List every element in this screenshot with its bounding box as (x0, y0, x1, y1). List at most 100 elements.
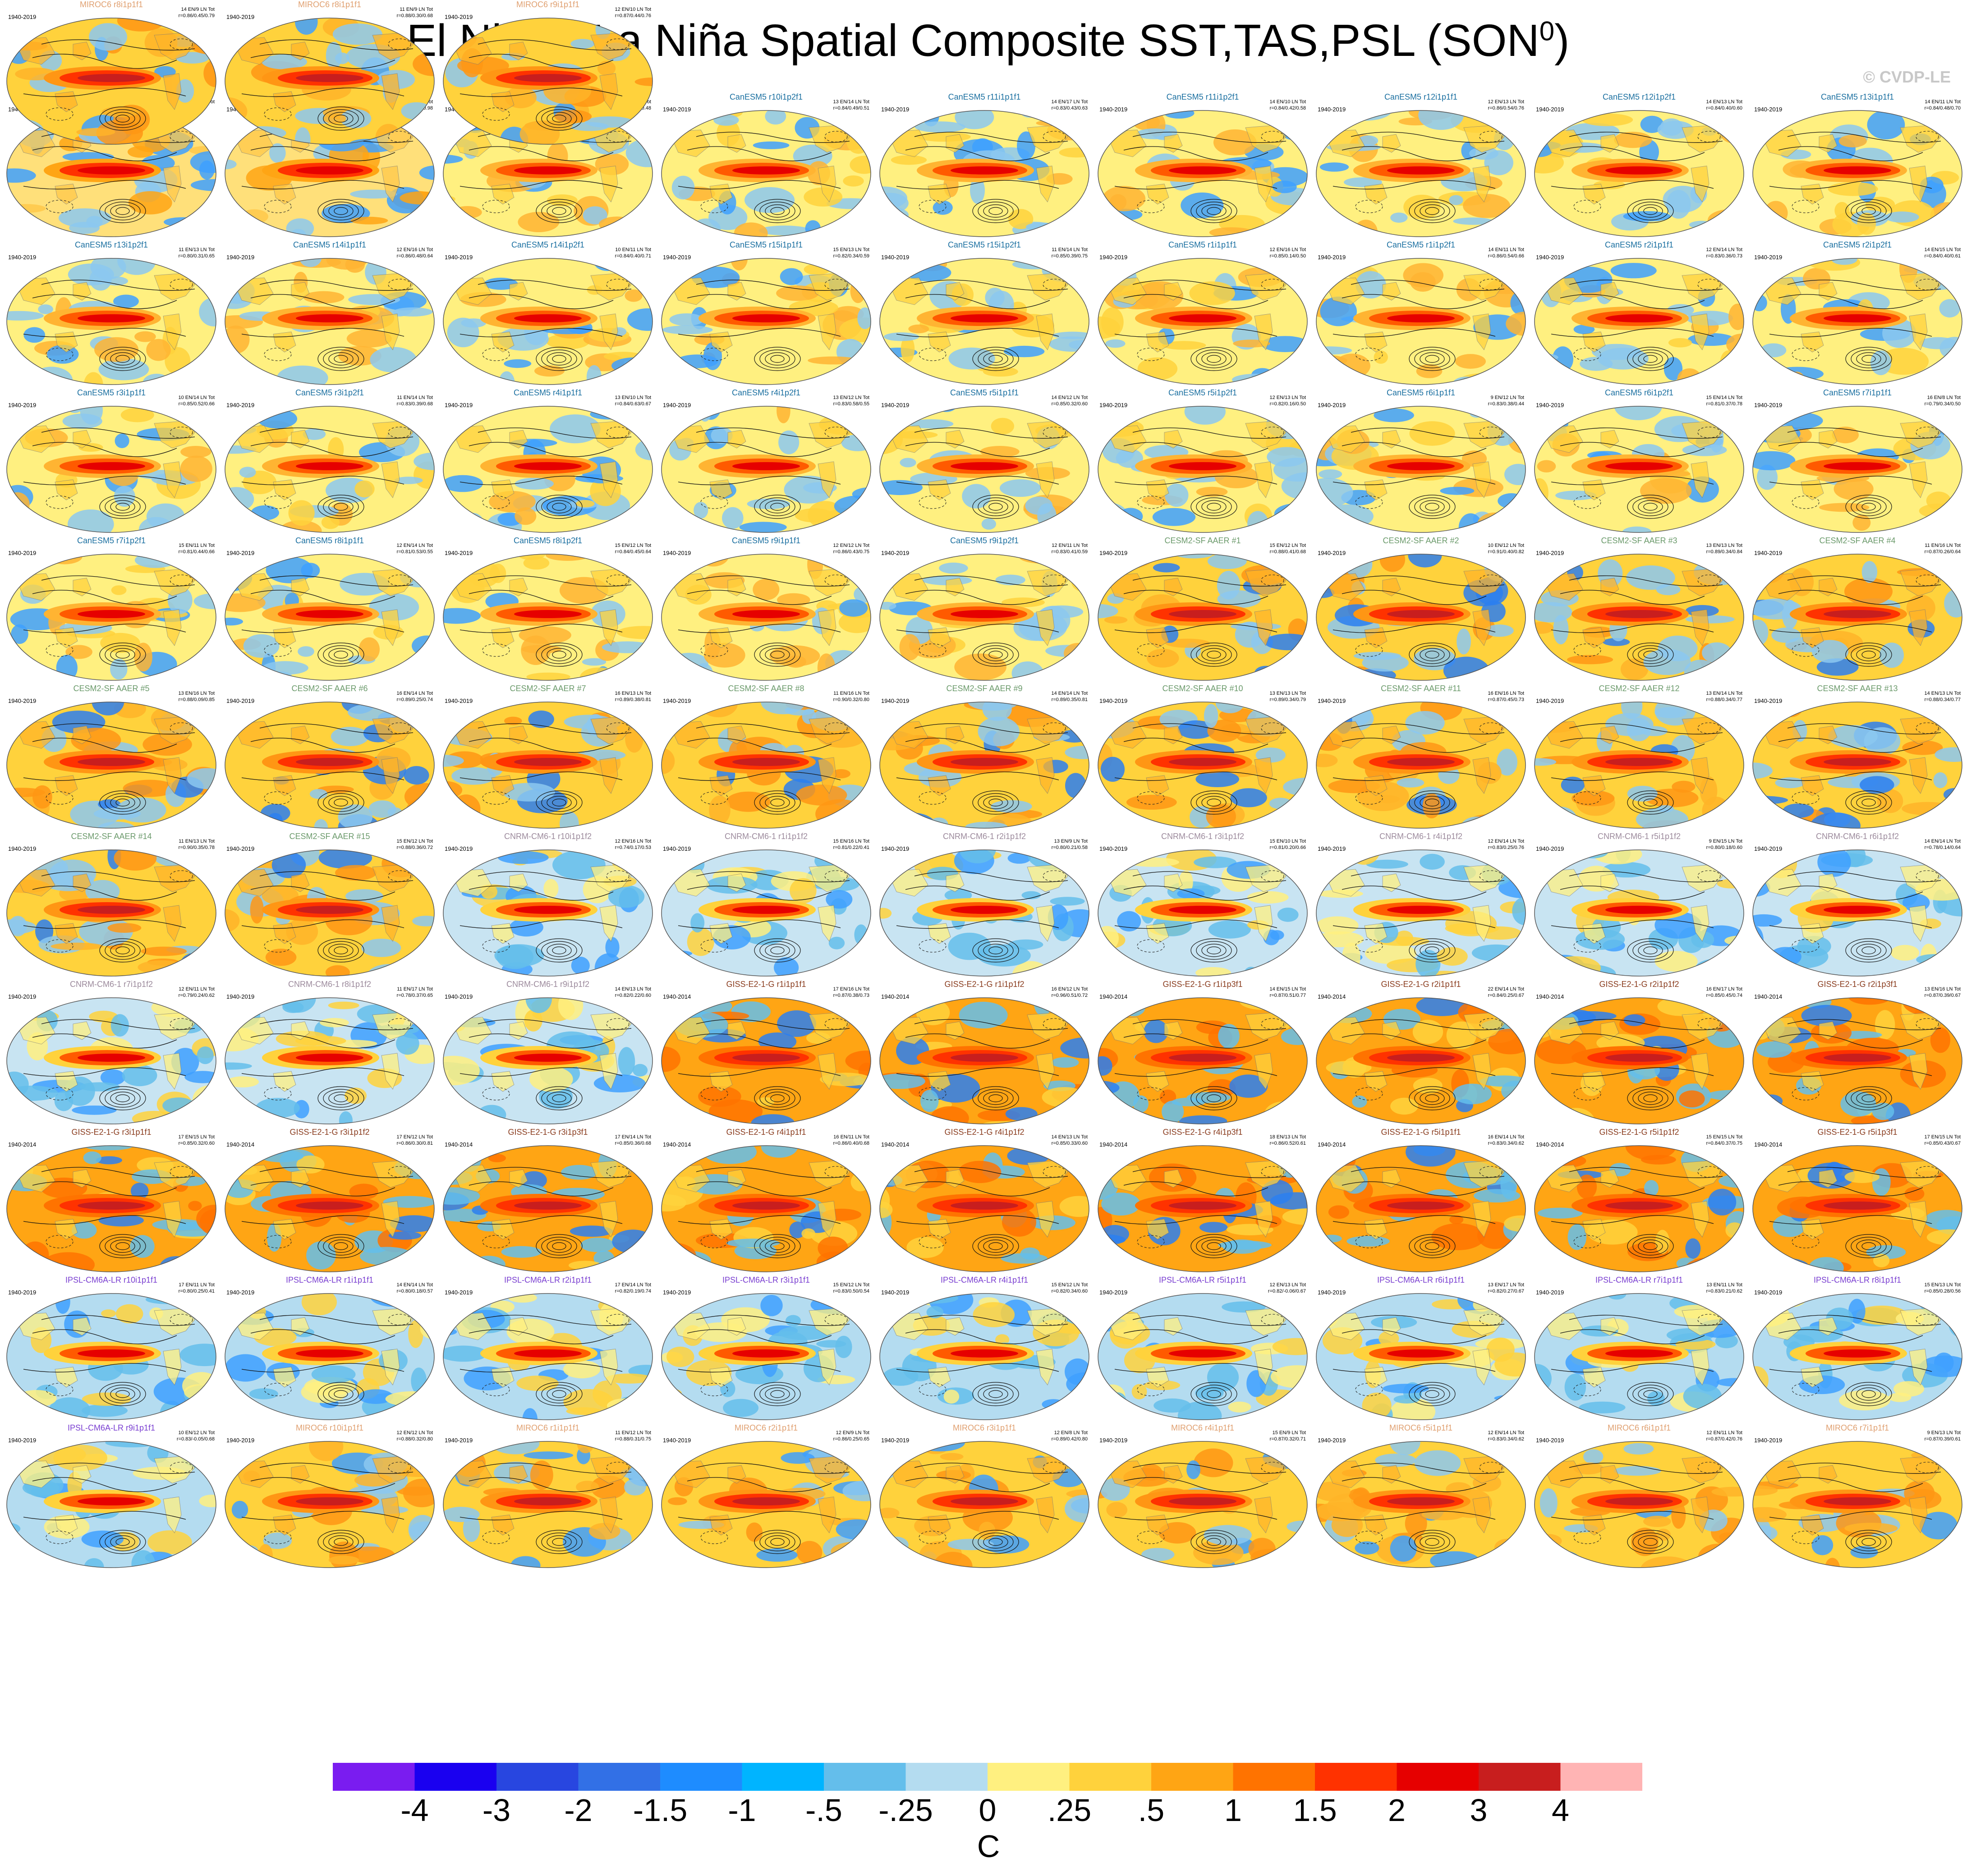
composite-map (661, 997, 871, 1124)
map-panel: IPSL-CM6A-LR r2i1p1f1 1940-2019 17 EN/14 L… (442, 1275, 654, 1422)
panel-years: 1940-2014 (1536, 993, 1564, 1000)
panel-title: MIROC6 r2i1p1f1 (734, 1423, 798, 1432)
panel-title: CNRM-CM6-1 r5i1p1f2 (1597, 832, 1681, 841)
panel-title: CanESM5 r3i1p2f1 (295, 388, 364, 397)
composite-map (1316, 702, 1526, 829)
map-panel: IPSL-CM6A-LR r1i1p1f1 1940-2019 14 EN/14 L… (224, 1275, 436, 1422)
map-panel: CESM2-SF AAER #12 1940-2019 13 EN/14 LN To… (1533, 684, 1745, 830)
panel-title: GISS-E2-1-G r5i1p3f1 (1817, 1128, 1898, 1137)
map-panel: IPSL-CM6A-LR r9i1p1f1 1940-2019 10 EN/12 L… (5, 1423, 217, 1570)
panel-stats: 17 EN/14 LN Tot r=0.82/0.19/0.74 (615, 1282, 651, 1294)
panel-years: 1940-2019 (881, 402, 910, 408)
panel-stats: 11 EN/9 LN Tot r=0.88/0.30/0.68 (396, 7, 433, 18)
composite-map (225, 258, 435, 385)
map-panel: CanESM5 r4i1p1f1 1940-2019 13 EN/10 LN Tot… (442, 388, 654, 535)
map-panel: CESM2-SF AAER #1 1940-2019 15 EN/12 LN Tot… (1097, 536, 1309, 683)
composite-map (1098, 554, 1308, 681)
composite-map (879, 1441, 1089, 1568)
map-panel: IPSL-CM6A-LR r6i1p1f1 1940-2019 13 EN/17 L… (1315, 1275, 1527, 1422)
composite-map (1752, 1145, 1962, 1272)
colorbar-swatch (333, 1763, 415, 1791)
composite-map (1752, 258, 1962, 385)
map-panel: CNRM-CM6-1 r8i1p1f2 1940-2019 11 EN/17 LN … (224, 980, 436, 1126)
map-panel: IPSL-CM6A-LR r7i1p1f1 1940-2019 13 EN/11 L… (1533, 1275, 1745, 1422)
composite-map (661, 110, 871, 237)
map-panel: CanESM5 r14i1p2f1 1940-2019 10 EN/11 LN To… (442, 240, 654, 387)
panel-stats: 16 EN/17 LN Tot r=0.85/0.45/0.74 (1706, 986, 1742, 998)
map-panel: CNRM-CM6-1 r3i1p1f2 1940-2019 15 EN/10 LN … (1097, 832, 1309, 978)
panel-stats: 14 EN/13 LN Tot r=0.82/0.22/0.60 (615, 986, 651, 998)
panel-years: 1940-2019 (226, 14, 255, 20)
copyright-label: © CVDP-LE (1863, 68, 1951, 86)
panel-title: IPSL-CM6A-LR r7i1p1f1 (1595, 1275, 1683, 1284)
panel-years: 1940-2019 (1318, 550, 1346, 556)
panel-years: 1940-2019 (1536, 697, 1564, 704)
composite-map (661, 554, 871, 681)
panel-stats: 17 EN/12 LN Tot r=0.86/0.30/0.81 (396, 1134, 433, 1146)
colorbar-tick-label: -1.5 (633, 1793, 688, 1828)
map-panel: MIROC6 r3i1p1f1 1940-2019 12 EN/8 LN Tot r… (878, 1423, 1090, 1570)
panel-title: GISS-E2-1-G r5i1p1f2 (1599, 1128, 1679, 1137)
map-panel: GISS-E2-1-G r5i1p1f1 1940-2014 16 EN/14 LN… (1315, 1128, 1527, 1274)
panel-title: CanESM5 r7i1p1f1 (1823, 388, 1892, 397)
map-panel: CESM2-SF AAER #15 1940-2019 15 EN/12 LN To… (224, 832, 436, 978)
panel-years: 1940-2014 (445, 1141, 473, 1148)
panel-stats: 13 EN/14 LN Tot r=0.84/0.49/0.51 (833, 99, 869, 111)
composite-map (661, 258, 871, 385)
panel-stats: 14 EN/13 LN Tot r=0.84/0.40/0.60 (1706, 99, 1742, 111)
panel-title: CNRM-CM6-1 r9i1p1f2 (506, 980, 590, 989)
composite-map (1752, 406, 1962, 533)
panel-years: 1940-2019 (8, 402, 37, 408)
panel-title: IPSL-CM6A-LR r6i1p1f1 (1377, 1275, 1465, 1284)
map-panel: GISS-E2-1-G r4i1p1f1 1940-2014 16 EN/11 LN… (660, 1128, 872, 1274)
composite-map (1534, 406, 1744, 533)
composite-map (443, 110, 653, 237)
composite-map (225, 702, 435, 829)
composite-map (443, 1293, 653, 1420)
panel-years: 1940-2019 (1536, 550, 1564, 556)
composite-map (879, 258, 1089, 385)
panel-years: 1940-2019 (226, 402, 255, 408)
colorbar-swatch (1560, 1763, 1642, 1791)
composite-map (879, 849, 1089, 977)
composite-map (6, 997, 216, 1124)
panel-title: MIROC6 r4i1p1f1 (1171, 1423, 1235, 1432)
panel-stats: 12 EN/13 LN Tot r=0.86/0.54/0.76 (1488, 99, 1524, 111)
composite-map (443, 406, 653, 533)
panel-years: 1940-2019 (445, 993, 473, 1000)
panel-years: 1940-2019 (445, 14, 473, 20)
panel-title: CESM2-SF AAER #5 (73, 684, 150, 693)
map-panel: GISS-E2-1-G r4i1p1f2 1940-2014 14 EN/13 LN… (878, 1128, 1090, 1274)
composite-map (443, 702, 653, 829)
panel-title: GISS-E2-1-G r4i1p1f1 (726, 1128, 806, 1137)
panel-stats: 11 EN/13 LN Tot r=0.90/0.35/0.78 (178, 839, 215, 850)
composite-map (1534, 1293, 1744, 1420)
composite-map (879, 110, 1089, 237)
map-panel: IPSL-CM6A-LR r10i1p1f1 1940-2019 17 EN/11 … (5, 1275, 217, 1422)
panel-years: 1940-2019 (1754, 550, 1783, 556)
composite-map (1316, 258, 1526, 385)
panel-years: 1940-2019 (663, 845, 691, 852)
panel-stats: 17 EN/14 LN Tot r=0.85/0.36/0.68 (615, 1134, 651, 1146)
panel-stats: 11 EN/17 LN Tot r=0.78/0.37/0.65 (396, 986, 433, 998)
composite-map (225, 406, 435, 533)
panel-title: CNRM-CM6-1 r6i1p1f2 (1815, 832, 1899, 841)
colorbar-tick-label: -.5 (805, 1793, 842, 1828)
panel-title: CNRM-CM6-1 r2i1p1f2 (942, 832, 1026, 841)
panel-stats: 14 EN/13 LN Tot r=0.88/0.34/0.77 (1924, 691, 1961, 702)
panel-years: 1940-2014 (226, 1141, 255, 1148)
composite-map (443, 849, 653, 977)
map-panel: IPSL-CM6A-LR r4i1p1f1 1940-2019 15 EN/12 L… (878, 1275, 1090, 1422)
panel-title: CanESM5 r7i1p2f1 (77, 536, 146, 545)
map-panel: CanESM5 r4i1p2f1 1940-2019 13 EN/12 LN Tot… (660, 388, 872, 535)
composite-map (225, 997, 435, 1124)
map-panel: GISS-E2-1-G r2i1p3f1 1940-2014 13 EN/16 LN… (1751, 980, 1963, 1126)
panel-years: 1940-2019 (1099, 1289, 1128, 1296)
colorbar-tick-label: .25 (1047, 1793, 1092, 1828)
map-panel: GISS-E2-1-G r2i1p1f1 1940-2014 22 EN/14 LN… (1315, 980, 1527, 1126)
panel-years: 1940-2019 (8, 697, 37, 704)
panel-years: 1940-2019 (1318, 402, 1346, 408)
panel-years: 1940-2019 (445, 845, 473, 852)
composite-map (1534, 1145, 1744, 1272)
panel-title: CESM2-SF AAER #14 (71, 832, 152, 841)
